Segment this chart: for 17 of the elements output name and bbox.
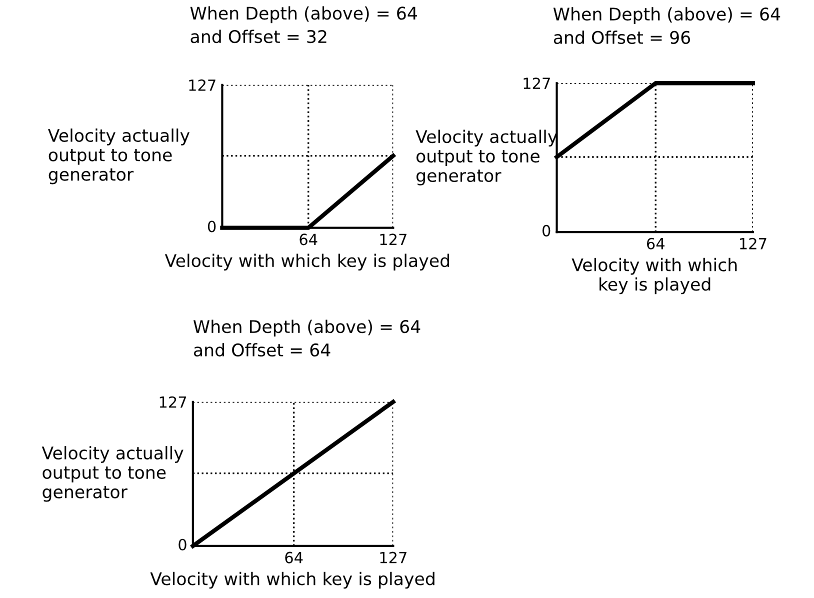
x-tick-label: 127: [380, 234, 406, 245]
x-tick-label: 127: [740, 238, 766, 250]
x-axis-title: Velocity with which key is played: [150, 572, 434, 589]
y-axis-title: Velocity actually output to tone generator: [42, 446, 184, 502]
chart-title: When Depth (above) = 64 and Offset = 32: [190, 6, 417, 44]
x-tick-label: 64: [300, 234, 318, 246]
x-axis-title: Velocity with which key is played: [572, 258, 737, 294]
y-tick-label: 0: [208, 220, 216, 232]
x-tick-label: 64: [646, 238, 664, 250]
y-axis-title: Velocity actually output to tone generator: [48, 128, 190, 184]
chart-title: When Depth (above) = 64 and Offset = 64: [193, 320, 420, 357]
chart-title: When Depth (above) = 64 and Offset = 96: [553, 7, 780, 44]
y-axis-title: Velocity actually output to tone generator: [416, 130, 558, 186]
y-tick-label: 0: [178, 538, 186, 550]
x-axis-title: Velocity with which key is played: [164, 254, 450, 271]
y-tick-label: 0: [542, 224, 550, 236]
x-tick-label: 64: [285, 552, 303, 564]
